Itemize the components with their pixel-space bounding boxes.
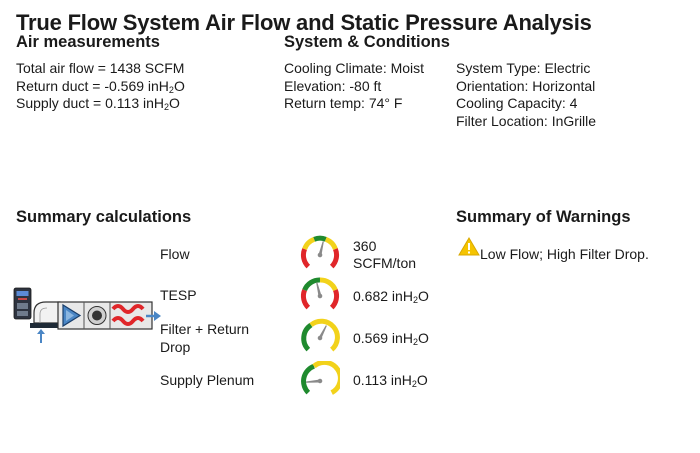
- gauge-needle: [305, 378, 323, 384]
- air-measurements-list: Total air flow = 1438 SCFM Return duct =…: [16, 60, 185, 113]
- return-temp: Return temp: 74° F: [284, 95, 403, 111]
- warnings-text: Low Flow; High Filter Drop.: [480, 246, 649, 262]
- filter-icon: [62, 303, 82, 328]
- gauge-arc-green: [302, 277, 321, 292]
- hvac-system-diagram: [13, 287, 161, 343]
- elevation: Elevation: -80 ft: [284, 77, 382, 94]
- gauge-arc-green: [301, 322, 313, 352]
- supply-plenum-value: 0.113 inH2O: [353, 372, 428, 389]
- gauge-arc-yellow: [319, 277, 338, 292]
- system-list: System Type: Electric Orientation: Horiz…: [456, 60, 596, 130]
- return-duct: Return duct = -0.569 inH2O: [16, 77, 185, 95]
- conditions-list: Cooling Climate: Moist Elevation: -80 ft…: [284, 60, 424, 113]
- gauge-arc-yellow-right: [324, 236, 338, 251]
- flow-gauge: [300, 235, 340, 269]
- return-duct-elbow-icon: [30, 301, 62, 328]
- system-type: System Type: Electric: [456, 60, 591, 76]
- gauge-needle: [317, 241, 324, 258]
- summary-label-supply-plenum: Supply Plenum: [160, 372, 255, 388]
- summary-label-tesp: TESP: [160, 287, 197, 303]
- gauge-arc-red-right: [329, 248, 340, 269]
- supply-plenum-gauge: [301, 361, 340, 395]
- electric-heater-coil-icon: [111, 304, 145, 326]
- thermostat-icon: [13, 287, 32, 320]
- gauge-arc-green: [313, 235, 327, 242]
- gauge-arc-yellow: [312, 361, 340, 395]
- summary-label-filter-return: Filter + Return Drop: [160, 321, 250, 355]
- airflow-out-arrow-icon: [146, 311, 161, 321]
- airflow-in-arrow-icon: [37, 329, 45, 343]
- summary-heading: Summary calculations: [16, 208, 192, 226]
- summary-label-flow: Flow: [160, 246, 190, 262]
- cooling-climate: Cooling Climate: Moist: [284, 60, 425, 76]
- gauge-arc-yellow-left: [302, 236, 316, 251]
- warning-triangle-icon: [458, 237, 480, 256]
- total-air-flow: Total air flow = 1438 SCFM: [16, 60, 185, 76]
- cooling-capacity: Cooling Capacity: 4: [456, 95, 578, 111]
- air-measurements-heading: Air measurements: [16, 33, 160, 51]
- gauge-arc-yellow: [309, 318, 340, 352]
- orientation: Orientation: Horizontal: [456, 77, 596, 94]
- tesp-gauge: [300, 277, 340, 310]
- gauge-needle: [316, 282, 323, 299]
- filter-return-value: 0.569 inH2O: [353, 330, 429, 347]
- warnings-heading: Summary of Warnings: [456, 208, 631, 226]
- tesp-value: 0.682 inH2O: [353, 288, 429, 305]
- filter-location: Filter Location: InGrille: [456, 112, 597, 129]
- gauge-arc-red-left: [300, 248, 311, 269]
- blower-fan-icon: [87, 306, 107, 325]
- gauge-arc-green: [301, 363, 316, 395]
- filter-return-gauge: [301, 318, 340, 352]
- page-title: True Flow System Air Flow and Static Pre…: [16, 10, 592, 35]
- system-conditions-heading: System & Conditions: [284, 33, 450, 51]
- gauge-arc-red-left: [300, 289, 311, 310]
- gauge-arc-red-right: [329, 289, 340, 310]
- flow-value: 360 SCFM/ton: [353, 238, 417, 271]
- gauge-needle: [317, 325, 327, 341]
- supply-duct: Supply duct = 0.113 inH2O: [16, 95, 180, 112]
